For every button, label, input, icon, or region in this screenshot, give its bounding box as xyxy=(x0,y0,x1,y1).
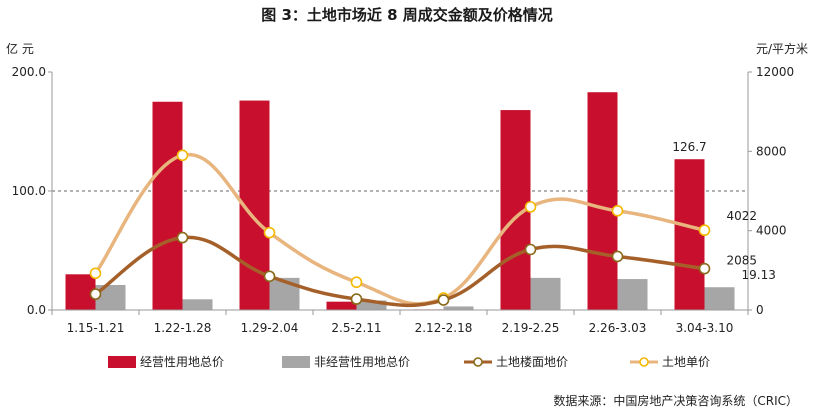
right-tick-label: 8000 xyxy=(756,144,787,158)
unit-price-marker xyxy=(698,224,711,237)
source-note: 数据来源：中国房地产决策咨询系统（CRIC） xyxy=(553,393,798,408)
legend-swatch xyxy=(282,356,310,368)
bar-commercial xyxy=(326,301,357,310)
unit-price-marker xyxy=(611,205,624,217)
unit-price-marker xyxy=(263,226,276,239)
left-axis-unit: 亿 元 xyxy=(6,41,34,56)
chart-title: 图 3：土地市场近 8 周成交金额及价格情况 xyxy=(261,6,553,24)
floor-price-marker xyxy=(263,270,276,283)
legend: 经营性用地总价 非经营性用地总价 土地楼面地价 土地单价 xyxy=(108,354,710,369)
data-label: 19.13 xyxy=(742,268,776,282)
legend-item: 非经营性用地总价 xyxy=(282,355,410,369)
floor-price-marker xyxy=(176,231,189,244)
x-tick-label: 1.22-1.28 xyxy=(154,321,212,335)
floor-price-marker xyxy=(698,262,711,275)
bar-noncommercial xyxy=(530,277,561,310)
right-tick-label: 0 xyxy=(756,303,764,317)
floor-price-marker xyxy=(524,243,537,256)
lines-layer xyxy=(89,149,711,308)
data-label: 2085 xyxy=(727,254,758,268)
x-tick-label: 1.15-1.21 xyxy=(67,321,125,335)
bar-noncommercial xyxy=(443,306,474,310)
x-tick-label: 2.5-2.11 xyxy=(331,321,381,335)
legend-item: 土地单价 xyxy=(630,355,710,369)
legend-marker xyxy=(639,357,649,367)
floor-price-marker xyxy=(437,294,450,306)
unit-price-marker xyxy=(524,201,537,213)
bar-noncommercial xyxy=(356,300,387,310)
legend-label: 土地单价 xyxy=(662,355,710,369)
bar-noncommercial xyxy=(182,299,213,310)
right-tick-label: 12000 xyxy=(756,65,794,79)
legend-swatch xyxy=(108,356,136,368)
left-tick-label: 100.0 xyxy=(12,184,46,198)
x-tick-label: 3.04-3.10 xyxy=(676,321,734,335)
bar-commercial xyxy=(587,92,618,310)
data-label: 4022 xyxy=(727,209,758,223)
legend-marker xyxy=(473,357,483,367)
floor-price-marker xyxy=(611,250,624,263)
left-tick-label: 0.0 xyxy=(27,303,46,317)
unit-price-marker xyxy=(350,276,363,289)
left-tick-label: 200.0 xyxy=(12,65,46,79)
bars-layer xyxy=(65,92,735,310)
x-tick-label: 2.19-2.25 xyxy=(502,321,560,335)
unit-price-marker xyxy=(176,149,189,162)
floor-price-marker xyxy=(89,288,102,300)
x-tick-label: 1.29-2.04 xyxy=(241,321,299,335)
x-tick-label: 2.26-3.03 xyxy=(589,321,647,335)
bar-commercial xyxy=(152,101,183,310)
legend-label: 经营性用地总价 xyxy=(140,355,224,369)
floor-price-marker xyxy=(350,293,363,305)
legend-item: 经营性用地总价 xyxy=(108,355,224,369)
bar-noncommercial xyxy=(617,279,648,310)
legend-label: 非经营性用地总价 xyxy=(314,355,410,369)
right-axis-unit: 元/平方米 xyxy=(756,41,808,56)
bar-noncommercial xyxy=(704,287,735,310)
x-tick-label: 2.12-2.18 xyxy=(415,321,473,335)
data-label: 126.7 xyxy=(672,140,706,154)
axes-layer: 0.0 100.0 200.0 0 4000 8000 12000 1.15-1.21 1.22… xyxy=(12,65,795,335)
legend-label: 土地楼面地价 xyxy=(496,354,568,369)
bar-commercial xyxy=(674,159,705,310)
legend-item: 土地楼面地价 xyxy=(464,354,568,369)
right-tick-label: 4000 xyxy=(756,224,787,238)
unit-price-marker xyxy=(89,267,102,280)
